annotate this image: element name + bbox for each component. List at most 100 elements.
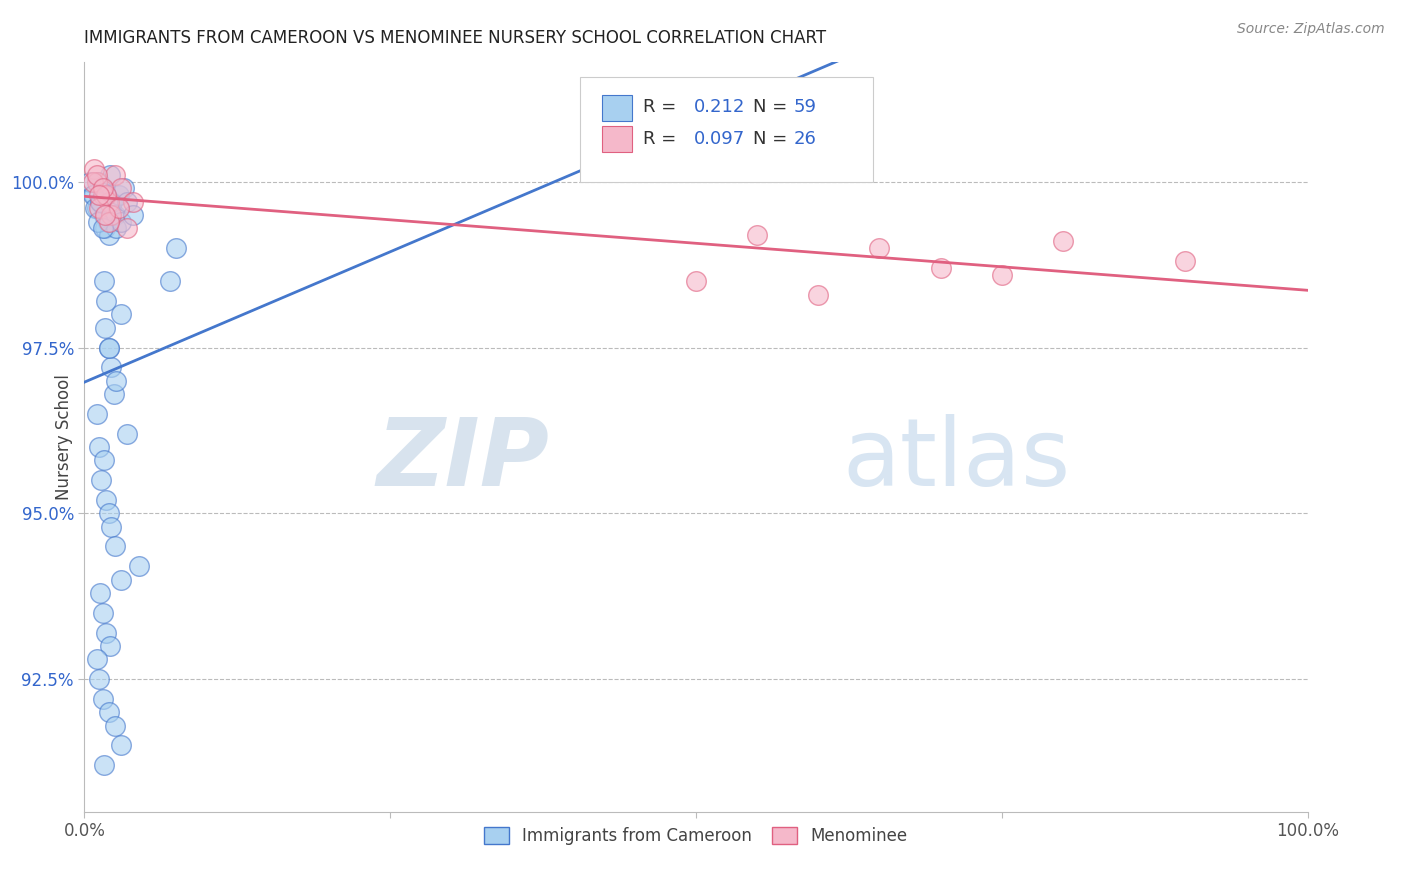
Point [1174,254,1197,268]
Point [112,181,135,195]
Text: 26: 26 [794,130,817,148]
Point [110,573,132,587]
Point [97,194,120,209]
Point [91,188,114,202]
Point [79,175,101,189]
Point [122,194,145,209]
Point [89,586,111,600]
Point [100,202,122,216]
Point [128,559,150,574]
Text: 0.212: 0.212 [693,98,745,116]
Text: N =: N = [754,98,793,116]
Point [104,208,127,222]
Point [87,214,110,228]
Point [115,221,138,235]
Point [86,202,108,216]
Point [104,718,127,732]
Point [107,188,129,202]
Point [98,168,121,182]
Text: N =: N = [754,130,793,148]
Point [122,208,145,222]
Point [90,194,112,209]
Point [91,181,114,195]
Point [82,175,104,189]
Point [93,208,115,222]
Point [1052,235,1074,249]
Point [91,692,114,706]
Point [91,606,114,620]
Point [159,274,181,288]
Point [96,294,118,309]
Point [91,181,114,195]
Point [115,194,138,209]
Point [103,387,125,401]
Point [110,307,132,321]
Point [94,320,117,334]
Point [96,188,118,202]
Point [105,374,128,388]
FancyBboxPatch shape [602,95,633,121]
Point [929,260,952,275]
Point [86,175,108,189]
Point [94,221,117,235]
Point [96,493,118,508]
Text: Source: ZipAtlas.com: Source: ZipAtlas.com [1237,22,1385,37]
Point [90,473,112,487]
Point [86,168,108,182]
Point [97,705,120,719]
Point [94,208,117,222]
Point [87,202,110,216]
Point [101,194,124,209]
Point [107,202,129,216]
Point [100,519,122,533]
Point [110,214,132,228]
Point [83,188,105,202]
Text: ZIP: ZIP [377,414,550,506]
Text: 59: 59 [794,98,817,116]
Text: IMMIGRANTS FROM CAMEROON VS MENOMINEE NURSERY SCHOOL CORRELATION CHART: IMMIGRANTS FROM CAMEROON VS MENOMINEE NU… [84,29,827,47]
Point [100,360,122,375]
Point [87,175,110,189]
Point [991,268,1014,282]
Text: R =: R = [644,98,682,116]
Point [104,168,127,182]
Point [98,639,121,653]
Point [83,161,105,176]
Text: atlas: atlas [842,414,1071,506]
Point [97,341,120,355]
Point [93,274,115,288]
Point [89,194,111,209]
Y-axis label: Nursery School: Nursery School [55,374,73,500]
Point [93,758,115,772]
Point [97,227,120,242]
Point [165,241,187,255]
Point [82,188,104,202]
Point [84,202,107,216]
FancyBboxPatch shape [602,126,633,153]
Legend: Immigrants from Cameroon, Menominee: Immigrants from Cameroon, Menominee [478,821,914,852]
Point [87,672,110,686]
Point [110,739,132,753]
Point [93,453,115,467]
Point [807,287,830,301]
FancyBboxPatch shape [579,78,873,182]
Point [97,214,120,228]
Point [97,506,120,520]
Text: R =: R = [644,130,682,148]
Point [110,181,132,195]
Point [115,426,138,441]
Point [86,407,108,421]
Point [97,341,120,355]
Point [86,652,108,666]
Point [685,274,707,288]
Point [96,188,118,202]
Point [96,625,118,640]
Point [91,221,114,235]
Point [100,208,122,222]
Point [869,241,891,255]
Point [104,540,127,554]
Point [87,440,110,454]
Point [747,227,769,242]
Text: 0.097: 0.097 [693,130,745,148]
Point [105,221,128,235]
